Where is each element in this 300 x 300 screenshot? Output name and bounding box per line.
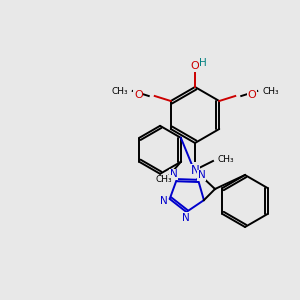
Text: O: O: [247, 90, 256, 100]
Text: O: O: [134, 90, 143, 100]
Text: N: N: [182, 213, 190, 223]
Text: CH₃: CH₃: [111, 86, 128, 95]
Text: CH₃: CH₃: [262, 86, 279, 95]
Text: N: N: [198, 170, 206, 180]
Text: O: O: [190, 61, 200, 71]
Text: N: N: [160, 196, 168, 206]
Text: CH₃: CH₃: [218, 154, 235, 164]
Text: N: N: [190, 164, 200, 178]
Text: N: N: [170, 169, 178, 179]
Text: CH₃: CH₃: [156, 175, 172, 184]
Text: H: H: [199, 58, 207, 68]
